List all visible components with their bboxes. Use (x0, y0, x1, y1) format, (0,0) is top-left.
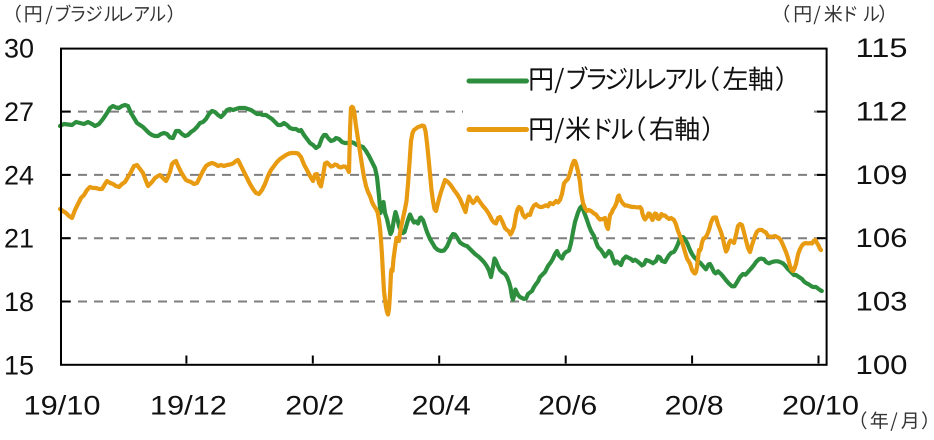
svg-text:115: 115 (856, 33, 908, 63)
svg-text:20/8: 20/8 (665, 390, 724, 420)
svg-text:21: 21 (4, 224, 34, 254)
svg-text:20/2: 20/2 (285, 390, 344, 420)
svg-text:20/10: 20/10 (782, 390, 859, 420)
svg-text:109: 109 (856, 160, 908, 190)
svg-text:18: 18 (4, 287, 34, 317)
svg-text:24: 24 (4, 160, 34, 190)
svg-text:112: 112 (856, 97, 908, 127)
svg-text:30: 30 (4, 34, 34, 64)
svg-text:20/4: 20/4 (412, 390, 471, 420)
svg-text:15: 15 (4, 350, 34, 380)
svg-text:27: 27 (4, 97, 34, 127)
svg-text:20/6: 20/6 (538, 390, 597, 420)
svg-text:106: 106 (856, 223, 908, 253)
svg-text:19/12: 19/12 (150, 390, 227, 420)
svg-text:103: 103 (856, 287, 908, 317)
svg-text:100: 100 (856, 350, 908, 380)
svg-text:19/10: 19/10 (24, 390, 101, 420)
